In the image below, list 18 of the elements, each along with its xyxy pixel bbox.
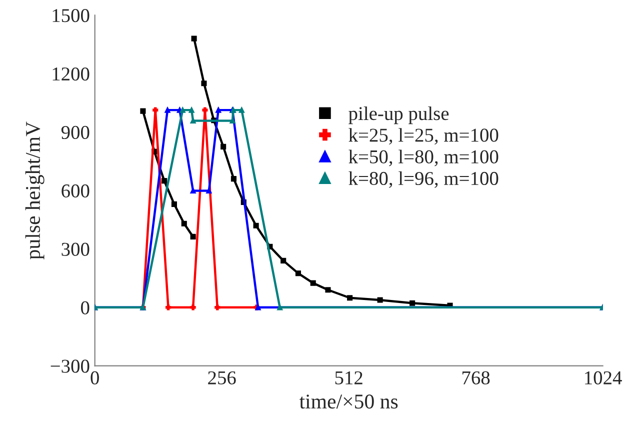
y-tick-label: 300 xyxy=(62,242,90,256)
x-tick-label: 512 xyxy=(335,371,362,384)
y-tick-label: 1200 xyxy=(52,67,90,81)
y-tick-label: −300 xyxy=(50,360,90,373)
y-tick-label: 0 xyxy=(81,301,90,314)
legend-label: k=80, l=96, m=100 xyxy=(348,171,498,188)
x-axis-title: time/×50 ns xyxy=(299,394,398,409)
y-axis-title: pulse height/mV xyxy=(25,122,44,260)
x-tick-label: 0 xyxy=(90,371,99,384)
y-tick-label: 600 xyxy=(62,184,90,198)
y-tick-label: 1500 xyxy=(52,9,90,22)
x-tick-label: 256 xyxy=(208,371,236,384)
legend-label: k=25, l=25, m=100 xyxy=(348,128,498,145)
x-tick-label: 768 xyxy=(462,371,490,384)
y-tick-label: 900 xyxy=(61,126,90,140)
legend-label: k=50, l=80, m=100 xyxy=(348,150,498,166)
legend-label: pile-up pulse xyxy=(348,106,449,124)
x-tick-label: 1024 xyxy=(585,371,622,384)
